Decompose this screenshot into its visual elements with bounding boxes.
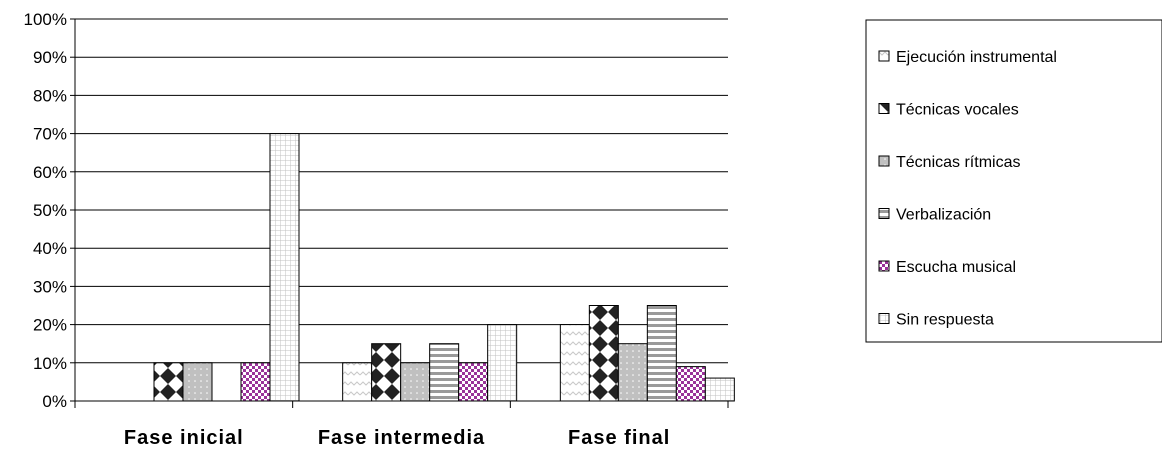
bar-grid xyxy=(704,377,735,402)
legend-label: Técnicas rítmicas xyxy=(896,154,1020,171)
y-tick-label: 0% xyxy=(42,392,67,411)
legend-swatch xyxy=(878,313,890,324)
legend-label: Escucha musical xyxy=(896,259,1016,276)
bar-diamond xyxy=(588,305,619,402)
bar-dots xyxy=(400,362,431,402)
bar-hstripes xyxy=(646,305,677,402)
bar-dots xyxy=(182,362,213,402)
y-tick-label: 90% xyxy=(33,48,67,67)
y-tick-label: 70% xyxy=(33,125,67,144)
legend-label: Sin respuesta xyxy=(896,312,994,329)
bar-hstripes xyxy=(429,343,460,402)
legend-swatch xyxy=(878,103,890,114)
legend-label: Verbalización xyxy=(896,207,991,224)
legend-swatch xyxy=(878,155,890,167)
bar-checker xyxy=(458,362,489,402)
legend-label: Ejecución instrumental xyxy=(896,49,1057,66)
legend: Ejecución instrumental Técnicas vocales Té… xyxy=(865,19,1162,343)
y-tick-label: 100% xyxy=(24,10,67,29)
bar-grid xyxy=(269,133,300,402)
bar-checker xyxy=(240,362,271,402)
y-tick-label: 30% xyxy=(33,277,67,296)
bar-diamond xyxy=(371,343,402,402)
y-tick-label: 60% xyxy=(33,163,67,182)
bar-diamond xyxy=(153,362,184,402)
y-tick-label: 40% xyxy=(33,239,67,258)
y-tick-label: 20% xyxy=(33,316,67,335)
legend-box xyxy=(865,19,1162,343)
bar-dots xyxy=(617,343,648,402)
y-tick-label: 10% xyxy=(33,354,67,373)
bar-checker xyxy=(675,366,706,402)
bars xyxy=(153,133,735,402)
y-tick-label: 80% xyxy=(33,86,67,105)
y-tick-label: 50% xyxy=(33,201,67,220)
legend-swatch xyxy=(878,208,890,219)
bar-wave xyxy=(559,324,590,402)
legend-swatch xyxy=(878,260,890,272)
bar-grid xyxy=(487,324,518,402)
x-category-label: Fase intermedia xyxy=(318,427,485,449)
x-category-label: Fase final xyxy=(568,427,670,449)
legend-swatch xyxy=(878,50,890,62)
x-axis: Fase inicial Fase intermedia Fase final xyxy=(74,400,729,449)
legend-label: Técnicas vocales xyxy=(896,102,1019,119)
x-category-label: Fase inicial xyxy=(124,427,244,449)
y-axis: 0% 10% 20% 30% 40% 50% 60% 70% 80% 90% 100% xyxy=(24,10,76,411)
bar-wave xyxy=(342,362,373,402)
